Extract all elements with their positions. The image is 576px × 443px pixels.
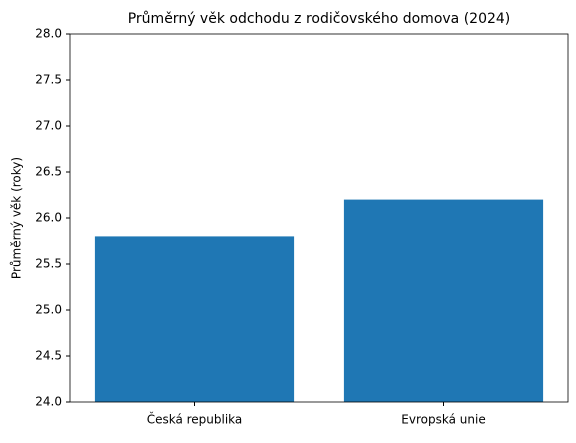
plot-frame: [69, 33, 569, 403]
y-tick-label: 25.5: [35, 257, 62, 271]
y-tick-label: 24.0: [35, 395, 62, 409]
x-tick-label: Česká republika: [147, 412, 243, 427]
y-tick-label: 26.5: [35, 165, 62, 179]
chart-title: Průměrný věk odchodu z rodičovského domo…: [128, 11, 511, 27]
bar: [94, 236, 295, 402]
bar: [343, 199, 544, 402]
y-tick-label: 27.0: [35, 119, 62, 133]
y-tick-label: 26.0: [35, 211, 62, 225]
y-tick-label: 25.0: [35, 303, 62, 317]
y-tick-label: 27.5: [35, 73, 62, 87]
y-tick-label: 24.5: [35, 349, 62, 363]
y-tick-label: 28.0: [35, 27, 62, 41]
y-axis-label: Průměrný věk (roky): [10, 157, 24, 279]
x-tick-label: Evropská unie: [401, 413, 485, 427]
